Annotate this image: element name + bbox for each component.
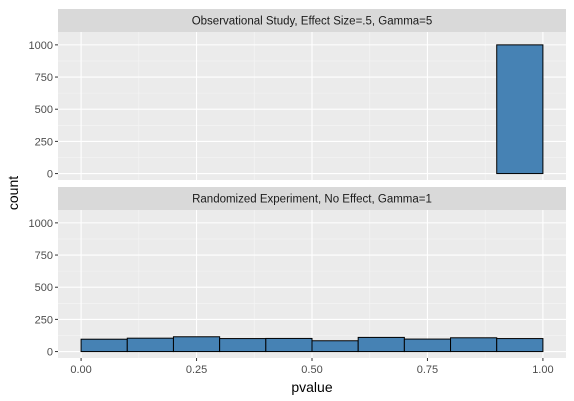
- y-tick-label: 750: [35, 250, 53, 262]
- histogram-bar: [311, 340, 359, 353]
- strip-label-randomized: Randomized Experiment, No Effect, Gamma=…: [192, 194, 432, 206]
- histogram-bar: [496, 44, 544, 175]
- y-tick-label: 0: [47, 169, 53, 181]
- x-tick-label: 0.50: [301, 364, 322, 376]
- histogram-bar: [172, 336, 221, 353]
- histogram-bar: [357, 336, 405, 353]
- histogram-bar: [496, 338, 544, 353]
- x-axis: 0.00 0.25 0.50 0.75 1.00: [70, 358, 554, 376]
- strip-background-randomized: [58, 187, 566, 210]
- histogram-bar: [450, 337, 498, 353]
- y-tick-label: 500: [35, 282, 53, 294]
- bars-randomized: [80, 336, 544, 353]
- y-tick-label: 0: [47, 347, 53, 359]
- histogram-bar: [219, 338, 267, 353]
- x-tick-label: 0.75: [417, 364, 438, 376]
- y-tick-label: 1000: [29, 40, 53, 52]
- histogram-bar: [403, 338, 452, 353]
- histogram-bar: [265, 337, 313, 353]
- y-tick-label: 500: [35, 104, 53, 116]
- x-tick-label: 0.00: [70, 364, 91, 376]
- bars-observational: [496, 44, 544, 175]
- strip-background-observational: [58, 9, 566, 32]
- y-axis-title: count: [5, 176, 21, 210]
- x-tick-label: 1.00: [532, 364, 553, 376]
- x-tick-label: 0.25: [186, 364, 207, 376]
- histogram-bar: [126, 337, 174, 353]
- y-axis-randomized: 0 250 500 750 1000: [29, 218, 58, 359]
- y-tick-label: 250: [35, 314, 53, 326]
- x-axis-title: pvalue: [291, 379, 332, 395]
- histogram-bar: [80, 338, 128, 353]
- strip-label-observational: Observational Study, Effect Size=.5, Gam…: [192, 16, 433, 28]
- y-tick-label: 1000: [29, 218, 53, 230]
- y-axis-observational: 0 250 500 750 1000: [29, 40, 58, 181]
- y-tick-label: 250: [35, 136, 53, 148]
- y-tick-label: 750: [35, 72, 53, 84]
